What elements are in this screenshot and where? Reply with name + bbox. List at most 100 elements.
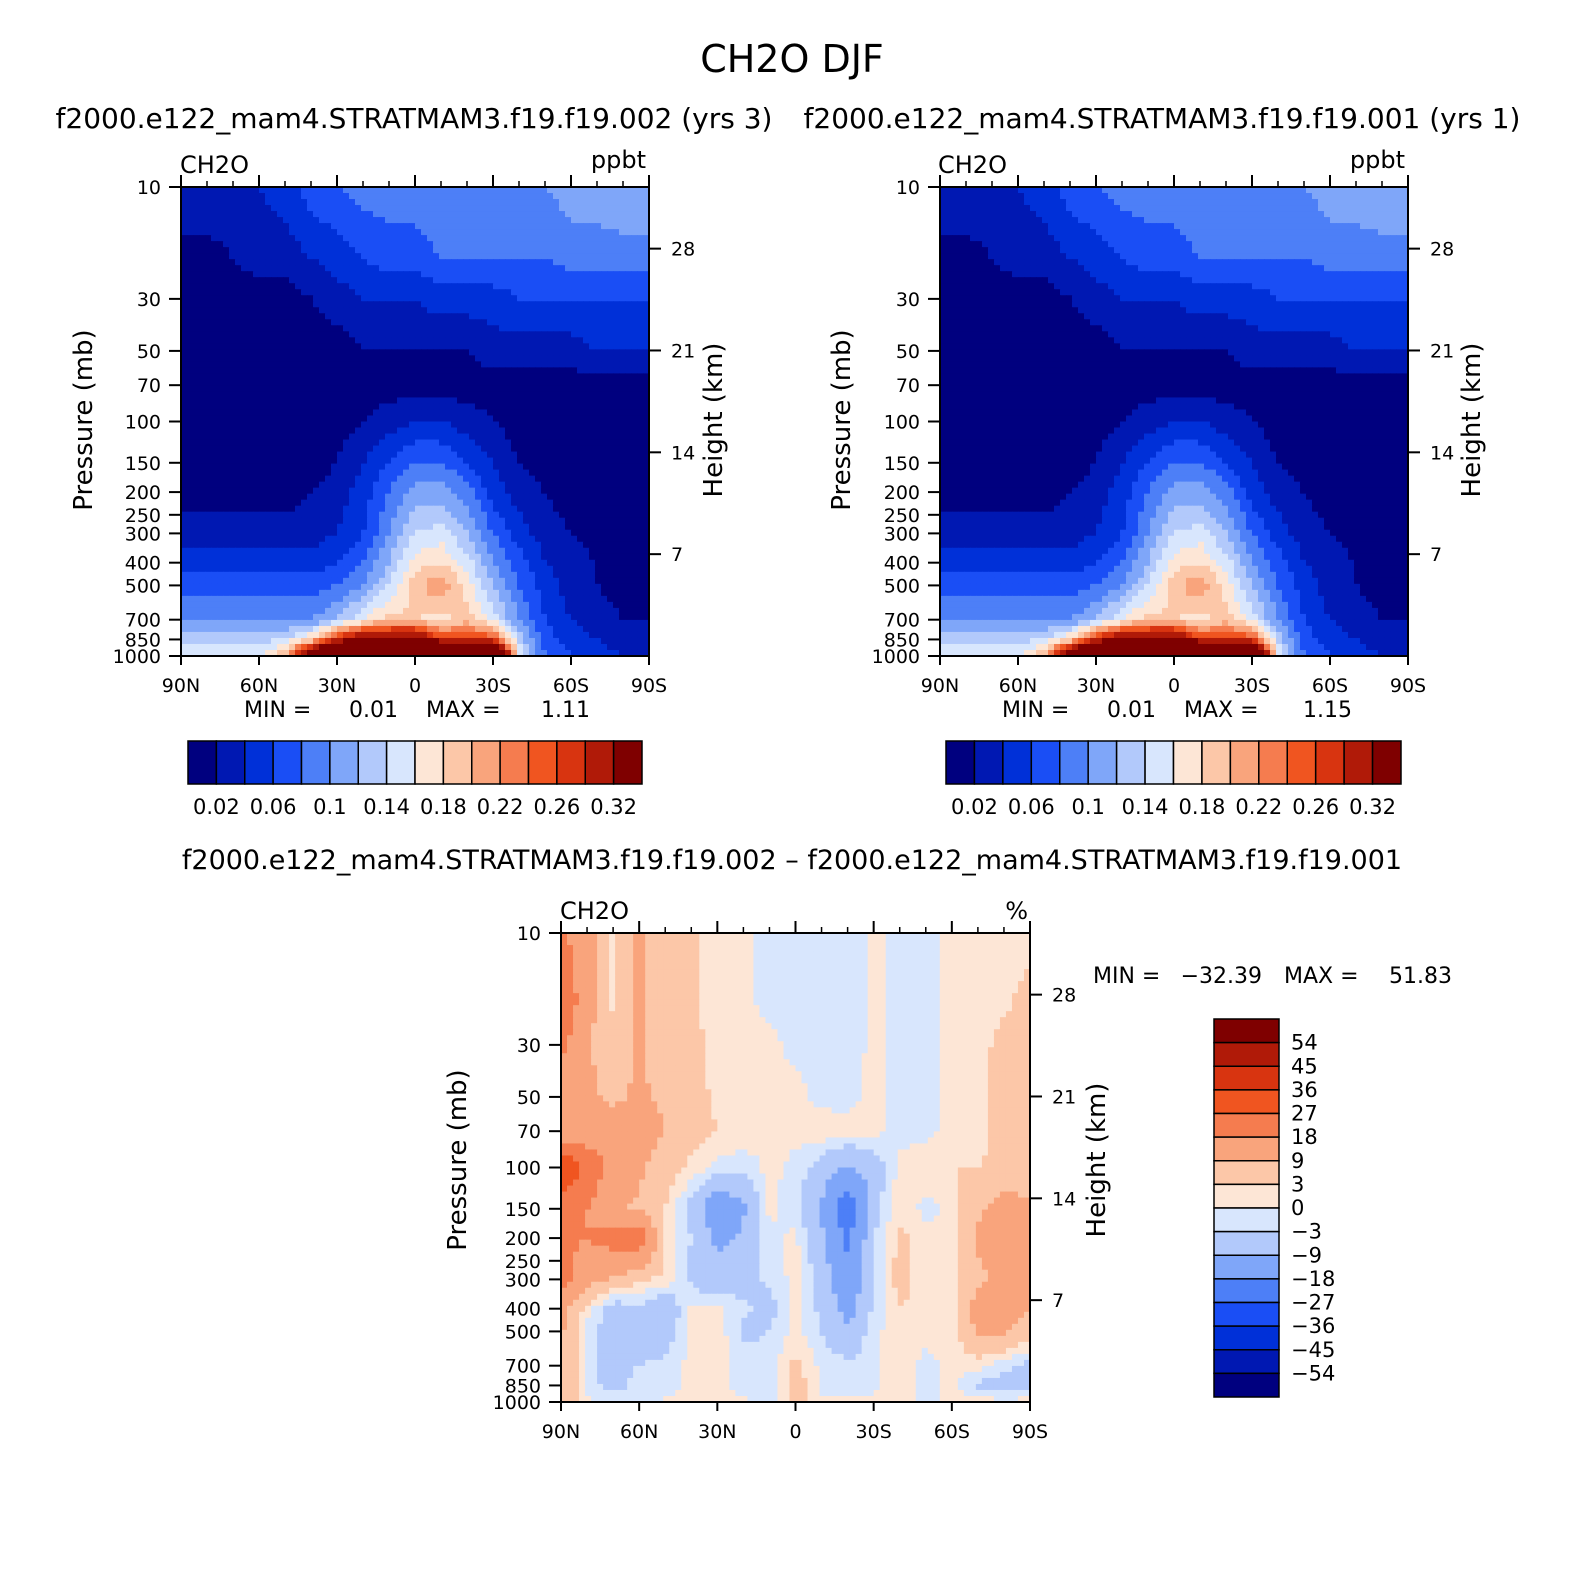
contour-cell: [391, 295, 398, 302]
contour-cell: [247, 319, 254, 326]
contour-cell: [619, 235, 626, 242]
contour-cell: [325, 241, 332, 248]
contour-cell: [337, 331, 344, 338]
contour-cell: [223, 379, 230, 387]
contour-cell: [283, 403, 290, 411]
contour-cell: [511, 397, 518, 405]
contour-cell: [433, 475, 440, 483]
contour-cell: [385, 415, 392, 423]
contour-cell: [325, 421, 332, 429]
contour-cell: [271, 553, 278, 561]
contour-cell: [469, 523, 476, 531]
contour-cell: [193, 319, 200, 326]
contour-cell: [229, 451, 236, 459]
contour-cell: [637, 337, 644, 344]
contour-cell: [583, 487, 590, 495]
contour-cell: [319, 517, 326, 525]
contour-cell: [325, 343, 332, 350]
contour-cell: [475, 415, 482, 423]
contour-cell: [331, 481, 338, 489]
contour-cell: [589, 535, 596, 543]
contour-cell: [571, 409, 578, 417]
contour-cell: [409, 199, 416, 206]
contour-cell: [367, 193, 374, 200]
contour-cell: [475, 475, 482, 483]
contour-cell: [421, 487, 428, 495]
contour-cell: [619, 193, 626, 200]
contour-cell: [367, 319, 374, 326]
contour-cell: [295, 247, 302, 254]
contour-cell: [373, 229, 380, 236]
contour-cell: [235, 517, 242, 525]
contour-cell: [463, 259, 470, 266]
contour-cell: [229, 319, 236, 326]
contour-cell: [229, 325, 236, 332]
contour-cell: [439, 469, 446, 477]
contour-cell: [631, 355, 638, 362]
contour-cell: [403, 379, 410, 387]
contour-cell: [331, 229, 338, 236]
contour-cell: [241, 433, 248, 441]
contour-cell: [307, 415, 314, 423]
contour-cell: [607, 421, 614, 429]
contour-cell: [619, 355, 626, 362]
contour-cell: [517, 319, 524, 326]
contour-cell: [349, 373, 356, 381]
contour-cell: [241, 259, 248, 266]
contour-cell: [589, 325, 596, 332]
contour-cell: [517, 427, 524, 435]
contour-cell: [289, 463, 296, 471]
contour-cell: [379, 367, 386, 374]
contour-cell: [241, 523, 248, 531]
contour-cell: [415, 493, 422, 501]
contour-cell: [289, 541, 296, 549]
contour-cell: [247, 355, 254, 362]
contour-cell: [235, 271, 242, 278]
contour-cell: [523, 475, 530, 483]
contour-cell: [589, 469, 596, 477]
contour-cell: [361, 343, 368, 350]
contour-cell: [277, 295, 284, 302]
contour-cell: [481, 319, 488, 326]
contour-cell: [523, 199, 530, 206]
contour-cell: [427, 277, 434, 284]
contour-cell: [565, 325, 572, 332]
contour-cell: [301, 433, 308, 441]
contour-cell: [409, 493, 416, 501]
contour-cell: [373, 211, 380, 218]
contour-cell: [187, 343, 194, 350]
contour-cell: [361, 493, 368, 501]
contour-cell: [589, 409, 596, 417]
contour-cell: [445, 565, 452, 573]
contour-cell: [391, 529, 398, 537]
contour-cell: [289, 301, 296, 308]
contour-cell: [565, 259, 572, 266]
contour-cell: [235, 451, 242, 459]
contour-cell: [313, 253, 320, 260]
contour-cell: [349, 505, 356, 513]
contour-cell: [223, 487, 230, 495]
contour-cell: [475, 355, 482, 362]
contour-cell: [523, 451, 530, 459]
contour-cell: [451, 235, 458, 242]
contour-cell: [403, 385, 410, 393]
contour-cell: [331, 511, 338, 519]
contour-cell: [199, 517, 206, 525]
contour-cell: [253, 289, 260, 296]
contour-cell: [235, 319, 242, 326]
contour-cell: [439, 367, 446, 374]
contour-cell: [265, 487, 272, 495]
contour-cell: [559, 319, 566, 326]
contour-cell: [319, 343, 326, 350]
contour-cell: [265, 493, 272, 501]
contour-cell: [223, 325, 230, 332]
contour-cell: [235, 259, 242, 266]
contour-cell: [535, 265, 542, 272]
contour-cell: [205, 385, 212, 393]
contour-cell: [331, 355, 338, 362]
contour-cell: [355, 481, 362, 489]
contour-cell: [235, 511, 242, 519]
contour-cell: [211, 259, 218, 266]
contour-cell: [481, 325, 488, 332]
contour-cell: [211, 367, 218, 374]
